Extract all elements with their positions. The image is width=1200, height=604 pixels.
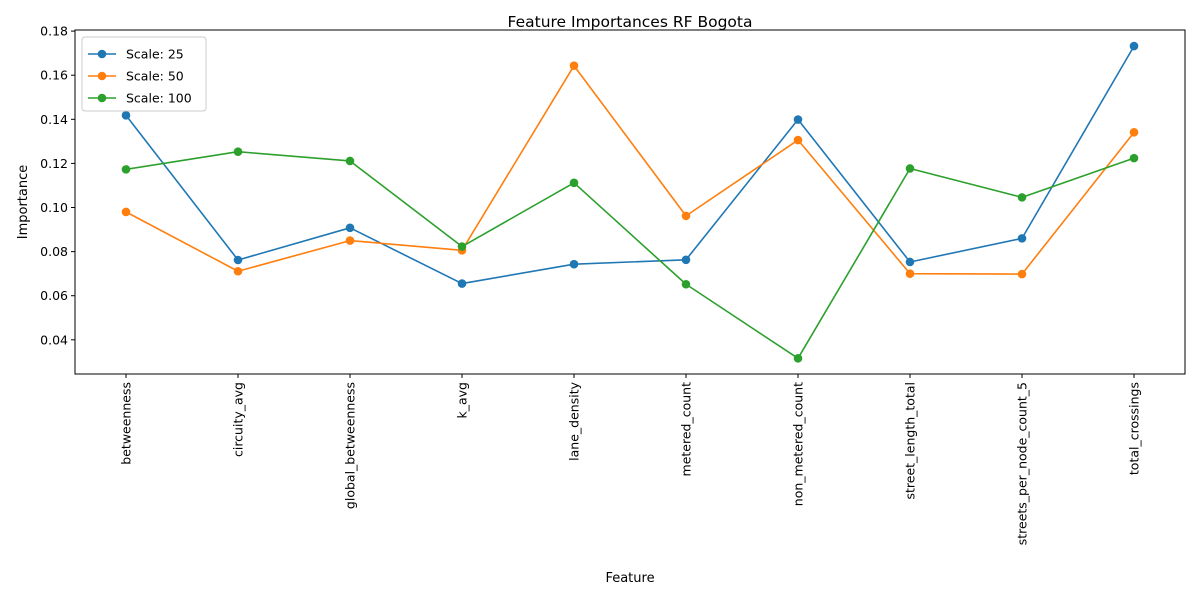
y-tick-label: 0.08	[40, 244, 68, 259]
y-tick-label: 0.10	[40, 200, 68, 215]
data-point	[793, 354, 803, 363]
data-point	[681, 255, 691, 265]
data-point	[121, 165, 131, 174]
data-point	[569, 178, 579, 188]
x-tick-label: circuity_avg	[231, 382, 246, 457]
x-tick-label: lane_density	[567, 381, 582, 460]
chart-title: Feature Importances RF Bogota	[508, 13, 753, 31]
x-tick-label: total_crossings	[1127, 382, 1142, 475]
data-point	[681, 211, 691, 221]
data-point	[905, 164, 915, 173]
data-point	[457, 279, 467, 288]
data-point	[1017, 234, 1027, 243]
y-tick-label: 0.04	[40, 332, 68, 347]
axes-frame	[74, 29, 1186, 375]
data-point	[1129, 153, 1139, 163]
legend-marker	[97, 49, 107, 59]
x-tick-label: metered_count	[679, 382, 694, 477]
data-point	[233, 147, 243, 157]
data-point	[457, 242, 467, 251]
x-tick-label: street_length_total	[903, 382, 918, 500]
data-point	[345, 223, 355, 233]
legend-label: Scale: 100	[126, 91, 192, 106]
data-point	[233, 266, 243, 276]
data-point	[569, 61, 579, 71]
y-tick-label: 0.16	[40, 68, 68, 83]
data-point	[1017, 269, 1027, 279]
series-line	[125, 64, 1135, 275]
data-point	[345, 156, 355, 166]
legend-label: Scale: 25	[126, 47, 184, 62]
y-tick-label: 0.12	[40, 156, 68, 171]
x-tick-label: non_metered_count	[791, 382, 806, 506]
series-group	[121, 147, 1139, 363]
data-point	[233, 255, 243, 265]
y-tick-label: 0.14	[40, 112, 68, 127]
x-tick-label: betweenness	[119, 382, 134, 465]
series-line	[125, 150, 1135, 360]
data-point	[905, 257, 915, 267]
y-axis-label: Importance	[16, 165, 31, 240]
series-line	[125, 45, 1135, 285]
y-axis: 0.04 0.06 0.08 0.10 0.12 0.14 0.16 0.18	[40, 24, 75, 347]
legend: Scale: 25 Scale: 50 Scale: 100	[81, 36, 207, 112]
series-group	[121, 41, 1139, 288]
data-point	[681, 279, 691, 289]
legend-label: Scale: 50	[126, 69, 184, 84]
data-point	[1129, 128, 1139, 137]
legend-box	[81, 36, 207, 112]
y-tick-label: 0.06	[40, 288, 68, 303]
plot-area	[121, 41, 1139, 363]
data-point	[569, 259, 579, 269]
data-point	[1017, 193, 1027, 202]
series-group	[121, 61, 1139, 279]
x-tick-label: streets_per_node_count_5	[1015, 382, 1030, 545]
data-point	[121, 111, 131, 120]
data-point	[345, 236, 355, 245]
data-point	[1129, 41, 1139, 51]
y-tick-label: 0.18	[40, 24, 68, 39]
x-tick-label: k_avg	[455, 382, 470, 418]
data-point	[793, 115, 803, 124]
x-tick-label: global_betweenness	[343, 382, 358, 509]
data-point	[905, 269, 915, 278]
data-point	[793, 135, 803, 145]
data-point	[121, 207, 131, 217]
legend-marker	[97, 71, 107, 81]
x-axis-label: Feature	[605, 571, 654, 586]
x-axis: betweenness circuity_avg global_betweennes…	[119, 374, 1142, 545]
legend-marker	[97, 93, 107, 103]
